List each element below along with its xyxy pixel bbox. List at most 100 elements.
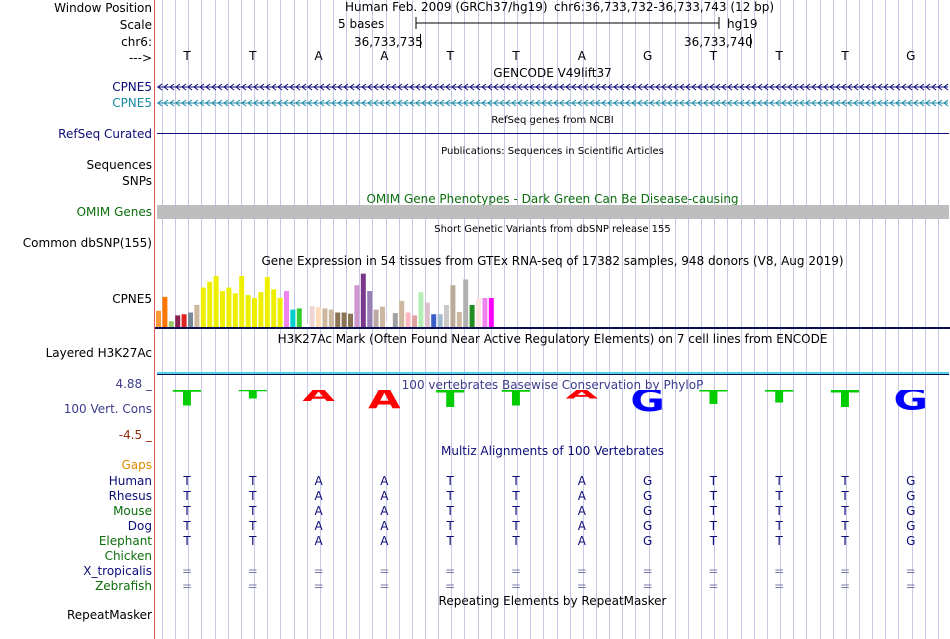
gtex-tissue-bar: [392, 313, 398, 327]
strand-arrow-icon: [925, 99, 931, 107]
gtex-tissue-bar: [290, 309, 296, 327]
base-letter: T: [512, 49, 520, 63]
alignment-base: T: [709, 519, 718, 533]
strand-arrow-icon: [493, 99, 499, 107]
publications-label[interactable]: Sequences: [86, 158, 152, 172]
strand-arrow-icon: [643, 83, 649, 91]
alignment-base: T: [709, 474, 718, 488]
alignment-base: A: [314, 489, 323, 503]
strand-arrow-icon: [937, 83, 943, 91]
grid-line: [858, 0, 860, 639]
gencode-title: GENCODE V49lift37: [493, 66, 612, 80]
strand-arrow-icon: [271, 99, 277, 107]
grid-line: [727, 0, 729, 639]
alignment-base: A: [380, 534, 389, 548]
alignment-base: T: [446, 519, 454, 533]
strand-arrow-icon: [547, 83, 553, 91]
strand-arrow-icon: [169, 83, 175, 91]
refseq-gene-line[interactable]: [157, 133, 949, 134]
strand-arrow-icon: [313, 99, 319, 107]
strand-arrow-icon: [409, 99, 415, 107]
alignment-base: A: [314, 519, 323, 533]
gtex-gene-label[interactable]: CPNE5: [112, 292, 152, 306]
strand-arrow-icon: [853, 99, 859, 107]
omim-label[interactable]: OMIM Genes: [76, 205, 152, 219]
repeatmasker-title: Repeating Elements by RepeatMasker: [438, 594, 667, 608]
alignment-base: =: [774, 564, 785, 578]
species-label: Chicken: [104, 549, 152, 563]
alignment-base: =: [708, 579, 719, 593]
strand-arrow-icon: [583, 83, 589, 91]
strand-arrow-icon: [205, 99, 211, 107]
strand-arrow-icon: [685, 99, 691, 107]
strand-arrow-icon: [505, 99, 511, 107]
strand-arrow-icon: [535, 83, 541, 91]
repeatmasker-label[interactable]: RepeatMasker: [66, 608, 152, 622]
refseq-label[interactable]: RefSeq Curated: [58, 127, 152, 141]
strand-arrow-icon: [433, 99, 439, 107]
phylop-label[interactable]: 100 Vert. Cons: [63, 402, 152, 416]
strand-arrow-icon: [637, 99, 643, 107]
grid-line: [819, 0, 821, 639]
strand-arrow-icon: [943, 83, 949, 91]
gencode-transcripts[interactable]: [155, 80, 950, 110]
strand-arrow-icon: [559, 83, 565, 91]
strand-arrow-icon: [439, 99, 445, 107]
snps-label[interactable]: SNPs: [122, 174, 152, 188]
grid-line: [714, 0, 716, 639]
alignment-base: A: [380, 489, 389, 503]
strand-arrow-icon: [529, 99, 535, 107]
species-label: Elephant: [98, 534, 152, 548]
strand-arrow-icon: [199, 99, 205, 107]
strand-arrow-icon: [301, 83, 307, 91]
strand-arrow-icon: [187, 83, 193, 91]
phylop-base-letter: T: [436, 390, 465, 413]
publications-title: Publications: Sequences in Scientific Ar…: [441, 146, 664, 157]
gtex-tissue-bar: [239, 275, 245, 327]
phylop-base-letter: A: [566, 390, 599, 402]
strand-arrow-icon: [163, 99, 169, 107]
alignment-base: T: [841, 534, 849, 548]
strand-arrow-icon: [499, 99, 505, 107]
grid-line: [385, 0, 387, 639]
grid-line: [609, 0, 611, 639]
alignment-base: T: [841, 519, 849, 533]
strand-arrow-icon: [265, 83, 271, 91]
gtex-tissue-bar: [399, 300, 405, 327]
alignment-base: A: [380, 519, 389, 533]
strand-arrow-icon: [487, 99, 493, 107]
h3k27ac-label[interactable]: Layered H3K27Ac: [45, 346, 152, 360]
strand-arrow-icon: [721, 83, 727, 91]
alignment-base: T: [249, 519, 257, 533]
alignment-base: T: [446, 534, 454, 548]
strand-arrow-icon: [841, 83, 847, 91]
assembly-title: Human Feb. 2009 (GRCh37/hg19): [345, 0, 548, 14]
alignment-base: T: [183, 474, 191, 488]
gtex-barchart[interactable]: [155, 268, 950, 330]
gtex-tissue-bar: [488, 298, 494, 327]
grid-line: [688, 0, 689, 639]
gtex-tissue-bar: [373, 309, 379, 327]
alignment-base: T: [249, 504, 257, 518]
alignment-base: =: [247, 564, 258, 578]
track-area[interactable]: [155, 0, 950, 639]
omim-gene-bar[interactable]: [157, 205, 949, 219]
db-name: hg19: [727, 17, 758, 31]
strand-arrow-icon: [745, 83, 751, 91]
strand-arrow-icon: [751, 99, 757, 107]
gencode-gene-label-1[interactable]: CPNE5: [112, 80, 152, 94]
grid-line: [793, 0, 795, 639]
alignment-base: G: [642, 489, 653, 503]
gencode-gene-label-2[interactable]: CPNE5: [112, 96, 152, 110]
gtex-tissue-bar: [335, 312, 341, 327]
gtex-tissue-bar: [188, 312, 193, 327]
strand-arrow-icon: [781, 99, 787, 107]
gtex-tissue-bar: [200, 287, 206, 327]
strand-arrow-icon: [535, 99, 541, 107]
species-label: X_tropicalis: [83, 564, 152, 578]
dbsnp-label[interactable]: Common dbSNP(155): [22, 236, 152, 250]
gtex-tissue-bar: [207, 281, 213, 327]
strand-arrow-icon: [577, 83, 583, 91]
strand-arrow-icon: [193, 83, 199, 91]
